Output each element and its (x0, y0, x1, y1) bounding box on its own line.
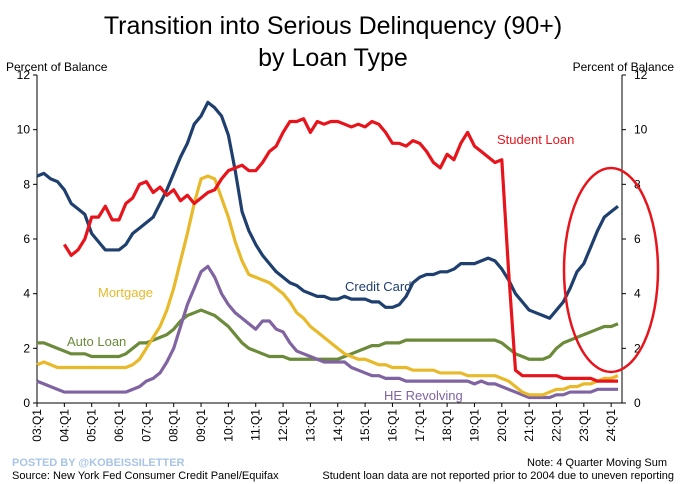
y-tick-label: 10 (17, 123, 31, 137)
x-tick-label: 04:Q1 (57, 409, 71, 442)
x-tick-label: 03:Q1 (30, 409, 44, 442)
x-tick-label: 11:Q1 (249, 409, 263, 441)
y2-axis-label: Percent of Balance (573, 60, 675, 74)
y2-tick-label: 10 (634, 123, 648, 137)
y-tick-label: 12 (17, 68, 31, 82)
series-line (36, 174, 619, 397)
y-axis-label: Percent of Balance (6, 60, 108, 74)
x-tick-label: 22:Q1 (549, 409, 563, 442)
x-tick-label: 13:Q1 (303, 409, 317, 442)
series-line (62, 117, 618, 383)
series-line (36, 264, 618, 400)
y-tick-label: 0 (23, 396, 30, 410)
y2-tick-label: 4 (634, 287, 641, 301)
x-tick-label: 10:Q1 (221, 409, 235, 442)
series-label: Mortgage (98, 285, 153, 300)
x-tick-label: 24:Q1 (604, 409, 618, 442)
y-tick-label: 6 (23, 232, 30, 246)
x-tick-label: 14:Q1 (331, 409, 345, 442)
watermark: POSTED BY @KOBEISSILETTER (12, 457, 185, 469)
x-tick-label: 19:Q1 (467, 409, 481, 442)
y2-tick-label: 6 (634, 232, 641, 246)
series-line (36, 100, 619, 320)
y-tick-label: 2 (23, 341, 30, 355)
series-label: Auto Loan (67, 334, 126, 349)
y-tick-label: 8 (23, 177, 30, 191)
series-label: Credit Card (345, 279, 411, 294)
x-tick-label: 05:Q1 (85, 409, 99, 442)
x-tick-label: 18:Q1 (440, 409, 454, 442)
x-tick-label: 08:Q1 (167, 409, 181, 442)
x-tick-label: 09:Q1 (194, 409, 208, 442)
series-label: Student Loan (497, 132, 574, 147)
y2-tick-label: 12 (634, 68, 648, 82)
x-tick-label: 21:Q1 (522, 409, 536, 442)
highlight-ellipse (562, 166, 660, 374)
x-tick-label: 06:Q1 (112, 409, 126, 442)
source-note: Source: New York Fed Consumer Credit Pan… (12, 470, 279, 482)
chart-title: by Loan Type (258, 44, 408, 72)
y-tick-label: 4 (23, 287, 30, 301)
chart-title: Transition into Serious Delinquency (90+… (104, 12, 562, 40)
x-tick-label: 17:Q1 (413, 409, 427, 442)
series-label: HE Revolving (384, 388, 463, 403)
x-tick-label: 12:Q1 (276, 409, 290, 442)
x-tick-label: 16:Q1 (385, 409, 399, 442)
y2-tick-label: 0 (634, 396, 641, 410)
y2-tick-label: 2 (634, 341, 641, 355)
note: Note: 4 Quarter Moving Sum (527, 457, 667, 469)
series-line (37, 308, 619, 361)
x-tick-label: 23:Q1 (577, 409, 591, 442)
x-tick-label: 07:Q1 (139, 409, 153, 442)
x-tick-label: 20:Q1 (495, 409, 509, 442)
x-tick-label: 15:Q1 (358, 409, 372, 442)
note: Student loan data are not reported prior… (322, 470, 674, 482)
